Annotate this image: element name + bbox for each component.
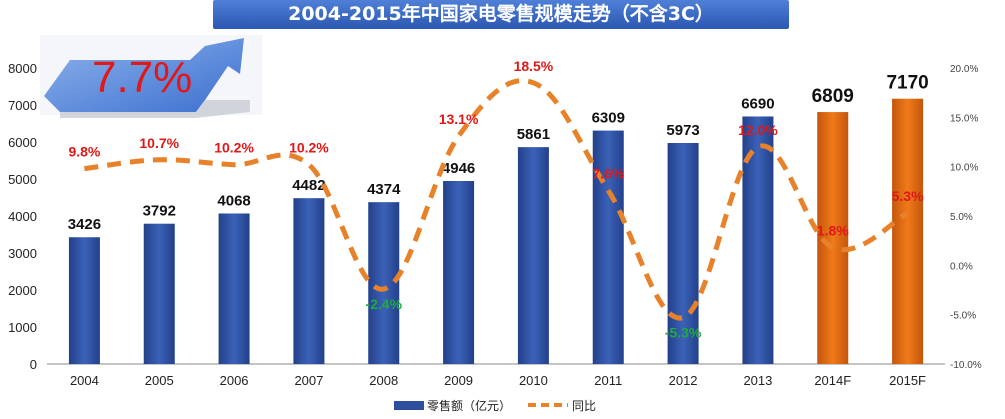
y-left-tick-label: 6000 <box>8 135 37 150</box>
bar <box>443 180 475 364</box>
x-tick-label: 2010 <box>519 373 548 388</box>
yoy-value-label: -2.4% <box>365 296 402 312</box>
x-tick-label: 2015F <box>889 373 926 388</box>
bar-value-label: 4374 <box>367 181 401 198</box>
x-tick-label: 2004 <box>70 373 99 388</box>
bar-value-label: 6309 <box>592 110 625 127</box>
x-tick-label: 2011 <box>594 373 622 388</box>
bar-value-label: 3792 <box>143 203 176 220</box>
bar-value-label: 6809 <box>812 86 854 107</box>
yoy-value-label: 10.2% <box>214 140 254 156</box>
bar-value-label: 4946 <box>442 160 475 177</box>
bar <box>293 198 325 364</box>
yoy-value-label: 12.0% <box>738 122 778 138</box>
yoy-value-label: 7.6% <box>592 165 624 181</box>
x-tick-label: 2006 <box>220 373 249 388</box>
bar <box>368 202 400 364</box>
legend-bar-label: 零售额（亿元） <box>427 398 511 413</box>
growth-badge: 7.7% <box>40 35 262 118</box>
bar <box>517 147 549 364</box>
bar <box>143 223 175 364</box>
bar-value-label: 5861 <box>517 126 550 143</box>
badge-value: 7.7% <box>92 53 192 102</box>
x-tick-label: 2013 <box>743 373 772 388</box>
y-right-tick-label: 5.0% <box>950 212 973 223</box>
yoy-value-label: 13.1% <box>439 111 479 127</box>
x-tick-label: 2014F <box>814 373 851 388</box>
y-right-tick-label: -5.0% <box>950 311 976 322</box>
yoy-value-label: 10.7% <box>139 135 179 151</box>
x-tick-label: 2005 <box>145 373 174 388</box>
x-tick-label: 2007 <box>294 373 323 388</box>
x-tick-label: 2009 <box>444 373 473 388</box>
bar <box>817 112 849 364</box>
bar <box>68 237 100 364</box>
yoy-value-label: 10.2% <box>289 140 329 156</box>
y-right-tick-label: -10.0% <box>950 360 982 371</box>
y-left-tick-label: 3000 <box>8 246 37 261</box>
right-axis: -10.0% -5.0% 0.0% 5.0% 10.0% 15.0% 20.0% <box>950 64 982 371</box>
bar-value-label: 6690 <box>741 95 774 112</box>
y-right-tick-label: 10.0% <box>950 163 978 174</box>
bar <box>667 142 699 364</box>
yoy-line <box>84 78 909 321</box>
y-left-tick-label: 4000 <box>8 209 37 224</box>
x-axis: 2004 2005 2006 2007 2008 2009 2010 2011 2012 2013… <box>70 373 926 388</box>
chart-title: 2004-2015年中国家电零售规模走势（不含3C） <box>213 0 789 29</box>
legend: 零售额（亿元） 同比 <box>394 398 596 413</box>
bar-value-label: 5973 <box>666 122 699 139</box>
bar <box>892 98 924 365</box>
y-left-tick-label: 1000 <box>8 320 37 335</box>
yoy-value-label: 5.3% <box>892 188 924 204</box>
yoy-value-label: 9.8% <box>68 144 100 160</box>
y-right-tick-label: 15.0% <box>950 113 978 124</box>
bar <box>218 213 250 364</box>
bar <box>742 116 774 364</box>
bar-value-label: 4068 <box>217 192 250 209</box>
yoy-value-label: 18.5% <box>514 58 554 74</box>
x-tick-label: 2008 <box>369 373 398 388</box>
line-series: 9.8% 10.7% 10.2% 10.2% -2.4% 13.1% 18.5% 7.6% -5… <box>68 58 924 341</box>
bar <box>592 130 624 364</box>
y-right-tick-label: 20.0% <box>950 64 978 75</box>
y-left-tick-label: 0 <box>30 357 37 372</box>
yoy-value-label: -5.3% <box>665 325 702 341</box>
rising-arrow-icon <box>44 38 244 112</box>
y-left-tick-label: 8000 <box>8 61 37 76</box>
legend-line-label: 同比 <box>572 399 596 413</box>
bar-series: 3426 3792 4068 4482 4374 4946 5861 6309 5973 6690… <box>68 73 929 365</box>
y-right-tick-label: 0.0% <box>950 261 973 272</box>
bar-value-label: 4482 <box>292 177 325 194</box>
x-tick-label: 2012 <box>669 373 698 388</box>
y-left-tick-label: 2000 <box>8 283 37 298</box>
bar-value-label: 7170 <box>886 73 928 94</box>
left-axis: 0 1000 2000 3000 4000 5000 6000 7000 8000 <box>8 61 945 372</box>
y-left-tick-label: 7000 <box>8 98 37 113</box>
bar-value-label: 3426 <box>68 216 101 233</box>
y-left-tick-label: 5000 <box>8 172 37 187</box>
yoy-value-label: 1.8% <box>817 223 849 239</box>
legend-bar-swatch <box>394 401 424 410</box>
